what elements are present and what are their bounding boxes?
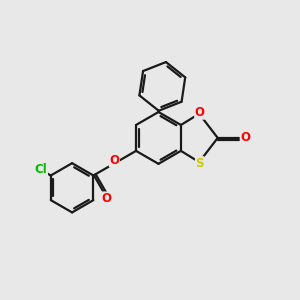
Text: O: O	[195, 106, 205, 119]
Text: S: S	[196, 157, 204, 170]
Text: O: O	[240, 131, 250, 144]
Text: O: O	[101, 192, 111, 205]
Text: O: O	[110, 154, 119, 167]
Text: Cl: Cl	[35, 164, 47, 176]
